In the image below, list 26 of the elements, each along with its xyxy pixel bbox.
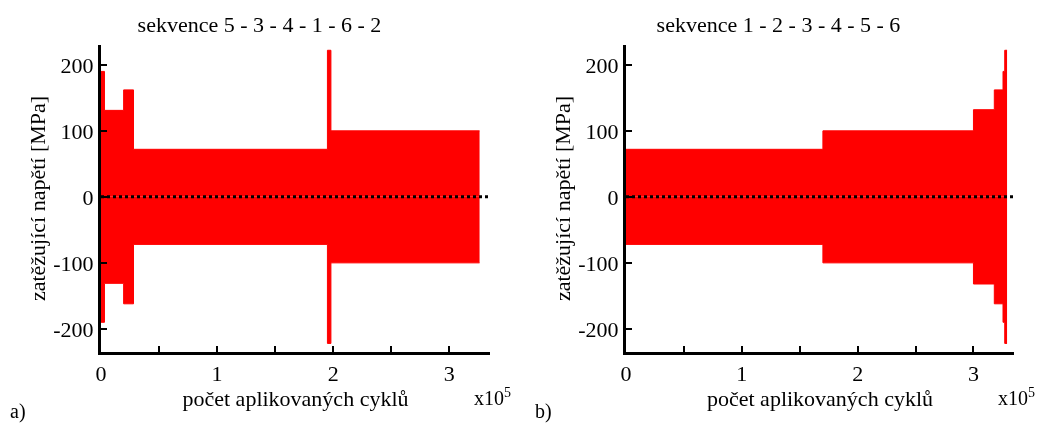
y-tick-label: 0: [607, 184, 619, 210]
y-axis-title: zatěžující napětí [MPa]: [25, 95, 51, 302]
y-tick-label: -200: [53, 316, 94, 342]
chart-title: sekvence 1 - 2 - 3 - 4 - 5 - 6: [656, 12, 901, 38]
x-axis-title: počet aplikovaných cyklů: [182, 386, 409, 412]
x-tick-label: 1: [736, 361, 748, 387]
text: x10$^{5}$: [474, 385, 511, 410]
y-tick-label: 0: [82, 184, 94, 210]
y-axis-title: zatěžující napětí [MPa]: [550, 95, 576, 302]
y-tick-label: -100: [578, 250, 619, 276]
text: x10$^{5}$: [998, 385, 1035, 410]
y-tick-label: 200: [585, 52, 619, 78]
y-tick-label: -100: [53, 250, 94, 276]
y-tick-label: -200: [578, 316, 619, 342]
chart-title: sekvence 5 - 3 - 4 - 1 - 6 - 2: [137, 12, 382, 38]
x-tick-label: 1: [211, 361, 223, 387]
x-tick-label: 2: [327, 361, 339, 387]
x-tick-label: 2: [852, 361, 864, 387]
x-axis-title: počet aplikovaných cyklů: [706, 386, 934, 412]
x-tick-label: 3: [443, 361, 455, 387]
y-tick-label: 200: [60, 52, 94, 78]
text: b): [535, 400, 552, 423]
text: a): [10, 400, 26, 423]
y-tick-label: 100: [585, 118, 619, 144]
x-tick-label: 3: [967, 361, 979, 387]
y-tick-label: 100: [60, 118, 94, 144]
